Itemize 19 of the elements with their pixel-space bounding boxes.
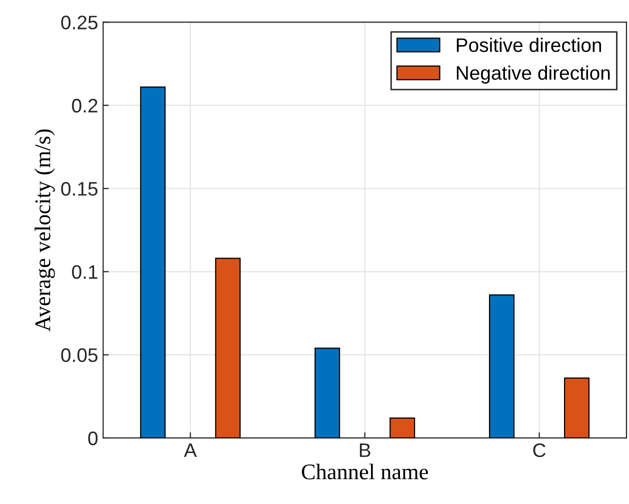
y-axis-title: Average velocity (m/s): [34, 129, 55, 332]
legend-label: Negative direction: [456, 66, 610, 84]
bar: [314, 348, 340, 438]
bar: [140, 86, 166, 438]
legend-label: Positive direction: [456, 38, 602, 52]
bar: [564, 378, 590, 438]
y-tick-label: 0.05: [61, 348, 98, 362]
x-tick-label: C: [533, 443, 546, 458]
y-tick-label: 0: [88, 431, 98, 446]
y-tick-label: 0.15: [61, 182, 98, 196]
x-tick-label: A: [184, 444, 197, 457]
bar: [488, 294, 515, 438]
y-tick-label: 0.1: [72, 265, 98, 279]
y-tick-label: 0.25: [61, 16, 98, 30]
y-tick-label: 0.2: [72, 98, 98, 113]
x-axis-title: Channel name: [302, 464, 428, 480]
x-tick-label: B: [360, 444, 370, 457]
bar: [215, 258, 241, 438]
bar: [390, 417, 416, 438]
